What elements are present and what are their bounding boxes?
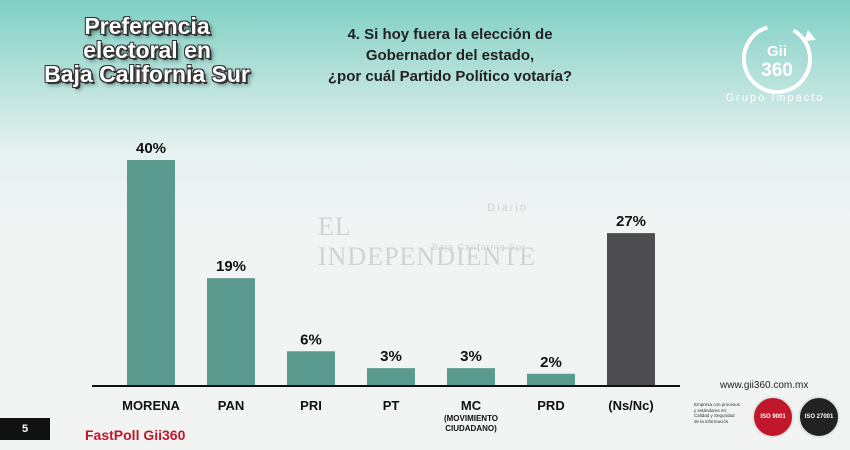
watermark-main: EL INDEPENDIENTE xyxy=(318,212,537,271)
value-label-ns-nc: 27% xyxy=(616,213,646,230)
logo-text-bottom: 360 xyxy=(761,60,793,81)
iso-27001-seal: ISO 27001 xyxy=(798,396,840,438)
cert-line-3: Calidad y Seguridad xyxy=(694,413,735,418)
title-line-3: Baja California Sur xyxy=(44,61,250,87)
newspaper-watermark: Diario EL INDEPENDIENTE Baja California … xyxy=(318,192,538,271)
value-label-pt: 3% xyxy=(380,348,402,365)
gii360-logo: Gii 360 xyxy=(742,24,816,94)
category-label-pan: PAN xyxy=(218,398,244,413)
survey-question: 4. Si hoy fuera la elección de Gobernado… xyxy=(300,24,600,87)
watermark-sub: Baja California Sur xyxy=(431,242,526,252)
logo-subtitle: Grupo Impacto xyxy=(725,92,825,104)
website-url: www.gii360.com.mx xyxy=(720,380,809,391)
value-label-morena: 40% xyxy=(136,140,166,157)
category-sublabel-mc: (MOVIMIENTO CIUDADANO) xyxy=(444,414,498,433)
category-label-morena: MORENA xyxy=(122,398,180,413)
value-label-prd: 2% xyxy=(540,354,562,371)
bar-pri xyxy=(287,351,335,385)
bar-morena xyxy=(127,160,175,385)
cert-line-2: y estándares en: xyxy=(694,407,728,413)
question-line-1: 4. Si hoy fuera la elección de xyxy=(347,26,553,43)
bar-pt xyxy=(367,368,415,385)
question-line-3: ¿por cuál Partido Político votaría? xyxy=(327,68,573,85)
category-label-mc: MC xyxy=(461,398,482,413)
question-line-2: Gobernador del estado, xyxy=(365,47,535,64)
certification-block: Empresa con procesos y estándares en: Ca… xyxy=(694,396,844,438)
category-label-pri: PRI xyxy=(300,398,322,413)
category-label-pt: PT xyxy=(383,398,400,413)
bar-ns-nc xyxy=(607,233,655,385)
value-label-pri: 6% xyxy=(300,331,322,348)
category-label-ns-nc: (Ns/Nc) xyxy=(608,398,654,413)
page-number: 5 xyxy=(0,418,50,440)
watermark-diario: Diario xyxy=(487,202,528,214)
logo-text-top: Gii xyxy=(767,43,787,60)
value-label-pan: 19% xyxy=(216,258,246,275)
bar-prd xyxy=(527,373,575,385)
title-line-2: electoral en xyxy=(83,37,211,63)
iso-9001-seal: ISO 9001 xyxy=(752,396,794,438)
cert-line-1: Empresa con procesos xyxy=(694,402,741,407)
bar-pan xyxy=(207,278,255,385)
bar-mc xyxy=(447,368,495,385)
value-label-mc: 3% xyxy=(460,348,482,365)
title-line-1: Preferencia xyxy=(84,13,210,39)
cert-text: Empresa con procesos y estándares en: Ca… xyxy=(694,402,754,424)
category-label-prd: PRD xyxy=(537,398,564,413)
cert-line-4: de la información xyxy=(694,418,729,424)
fastpoll-label: FastPoll Gii360 xyxy=(85,427,186,443)
slide-title: Preferencia electoral en Baja California… xyxy=(22,14,272,86)
